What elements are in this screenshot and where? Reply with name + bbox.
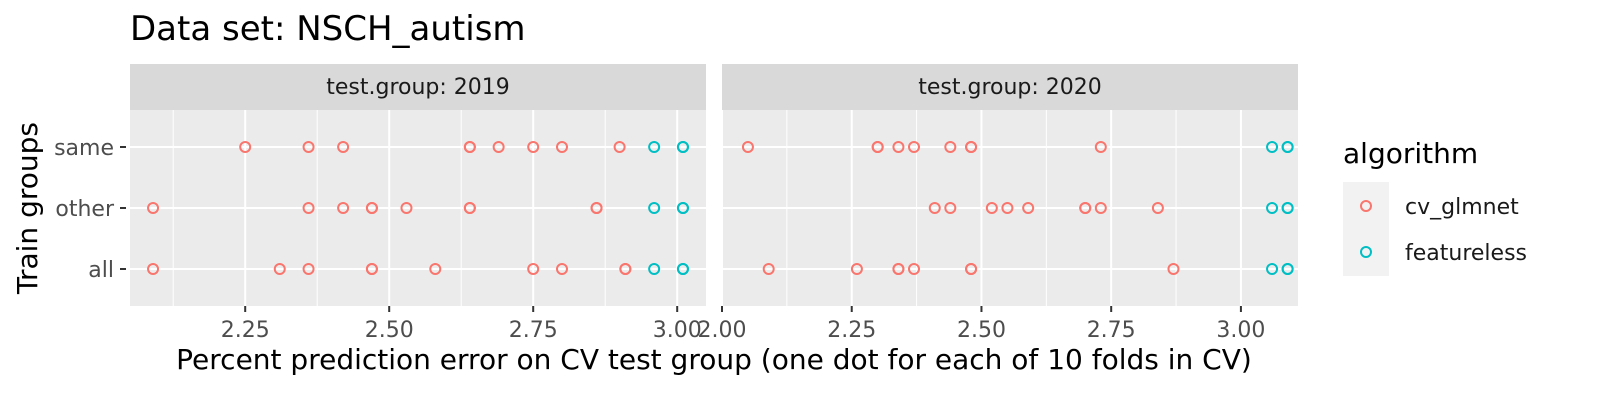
panel-2-strip-label: test.group: 2020	[918, 75, 1102, 100]
chart-title: Data set: NSCH_autism	[130, 9, 526, 49]
point-cv-glmnet-same	[613, 141, 626, 153]
point-cv-glmnet-same	[239, 141, 252, 153]
point-cv-glmnet-all	[850, 263, 863, 275]
point-cv-glmnet-other	[365, 202, 378, 214]
x-tick-label: 3.00	[1216, 318, 1265, 343]
y-tick-label-all: all	[88, 258, 114, 283]
x-tick-label: 2.50	[365, 318, 414, 343]
point-cv-glmnet-all	[965, 263, 978, 275]
point-cv-glmnet-same	[741, 141, 754, 153]
point-cv-glmnet-all	[302, 263, 315, 275]
point-cv-glmnet-all	[762, 263, 775, 275]
x-tick-label: 2.75	[1087, 318, 1136, 343]
point-cv-glmnet-other	[985, 202, 998, 214]
panel-1-x-axis: 2.25 2.50 2.75 3.00	[221, 306, 702, 343]
panel-2-grid	[721, 110, 1298, 306]
point-cv-glmnet-other	[1094, 202, 1107, 214]
point-featureless-other	[1266, 202, 1279, 214]
point-cv-glmnet-other	[1151, 202, 1164, 214]
point-cv-glmnet-same	[302, 141, 315, 153]
point-cv-glmnet-same	[965, 141, 978, 153]
legend-key-cv-glmnet	[1360, 200, 1372, 212]
panel-2-strip	[722, 64, 1298, 110]
point-cv-glmnet-other	[400, 202, 413, 214]
panel-1-points	[147, 141, 689, 275]
point-cv-glmnet-all	[556, 263, 568, 275]
point-cv-glmnet-other	[463, 202, 476, 214]
point-featureless-same	[1281, 141, 1294, 153]
point-featureless-other	[676, 202, 689, 214]
panel-1-strip	[130, 64, 706, 110]
point-cv-glmnet-other	[1079, 202, 1092, 214]
point-cv-glmnet-same	[871, 141, 884, 153]
point-cv-glmnet-same	[944, 141, 957, 153]
point-cv-glmnet-all	[1167, 263, 1180, 275]
legend-label-featureless: featureless	[1405, 241, 1527, 266]
point-cv-glmnet-all	[147, 263, 160, 275]
point-cv-glmnet-same	[1094, 141, 1107, 153]
x-tick-label: 3.00	[653, 318, 702, 343]
x-tick-label: 2.75	[509, 318, 558, 343]
point-cv-glmnet-same	[892, 141, 905, 153]
point-cv-glmnet-all	[527, 263, 540, 275]
point-cv-glmnet-other	[337, 202, 350, 214]
point-cv-glmnet-same	[492, 141, 505, 153]
point-featureless-all	[648, 263, 661, 275]
point-cv-glmnet-all	[273, 263, 286, 275]
panel-2-x-axis: 2.00 2.25 2.50 2.75 3.00	[698, 306, 1265, 343]
point-cv-glmnet-other	[1022, 202, 1035, 214]
point-cv-glmnet-all	[429, 263, 442, 275]
point-featureless-all	[1266, 263, 1279, 275]
point-featureless-all	[1281, 263, 1294, 275]
point-cv-glmnet-all	[365, 263, 378, 275]
x-tick-label: 2.25	[221, 318, 270, 343]
panel-2-points	[741, 141, 1294, 275]
point-cv-glmnet-same	[556, 141, 568, 153]
legend-title: algorithm	[1343, 137, 1478, 170]
point-featureless-all	[676, 263, 689, 275]
panel-1: test.group: 2019 2.25 2.50 2.75 3.00	[130, 64, 706, 343]
point-cv-glmnet-all	[619, 263, 632, 275]
point-featureless-other	[1281, 202, 1294, 214]
panel-1-strip-label: test.group: 2019	[326, 75, 510, 100]
x-tick-label: 2.25	[827, 318, 876, 343]
point-cv-glmnet-other	[147, 202, 160, 214]
x-axis-label: Percent prediction error on CV test grou…	[176, 343, 1252, 376]
point-featureless-other	[648, 202, 661, 214]
point-cv-glmnet-all	[908, 263, 920, 275]
legend-key-background	[1343, 182, 1389, 276]
point-cv-glmnet-other	[1001, 202, 1014, 214]
legend-label-cv-glmnet: cv_glmnet	[1405, 195, 1519, 220]
point-cv-glmnet-other	[944, 202, 957, 214]
y-tick-label-other: other	[55, 197, 115, 222]
y-axis: same other all	[54, 136, 126, 283]
y-axis-label: Train groups	[11, 122, 44, 295]
point-featureless-same	[1266, 141, 1279, 153]
point-cv-glmnet-other	[302, 202, 315, 214]
point-cv-glmnet-all	[892, 263, 905, 275]
point-featureless-same	[676, 141, 689, 153]
point-cv-glmnet-same	[337, 141, 350, 153]
point-cv-glmnet-same	[527, 141, 540, 153]
legend: algorithm cv_glmnet featureless	[1343, 137, 1527, 276]
point-cv-glmnet-other	[590, 202, 603, 214]
point-cv-glmnet-same	[463, 141, 476, 153]
legend-key-featureless	[1360, 246, 1372, 258]
point-featureless-same	[648, 141, 661, 153]
x-tick-label: 2.50	[957, 318, 1006, 343]
point-cv-glmnet-same	[908, 141, 920, 153]
point-cv-glmnet-other	[928, 202, 941, 214]
panel-2: test.group: 2020 2.00 2.25 2.50 2.75 3.00	[698, 64, 1298, 343]
x-tick-label: 2.00	[698, 318, 747, 343]
y-tick-label-same: same	[54, 136, 114, 161]
